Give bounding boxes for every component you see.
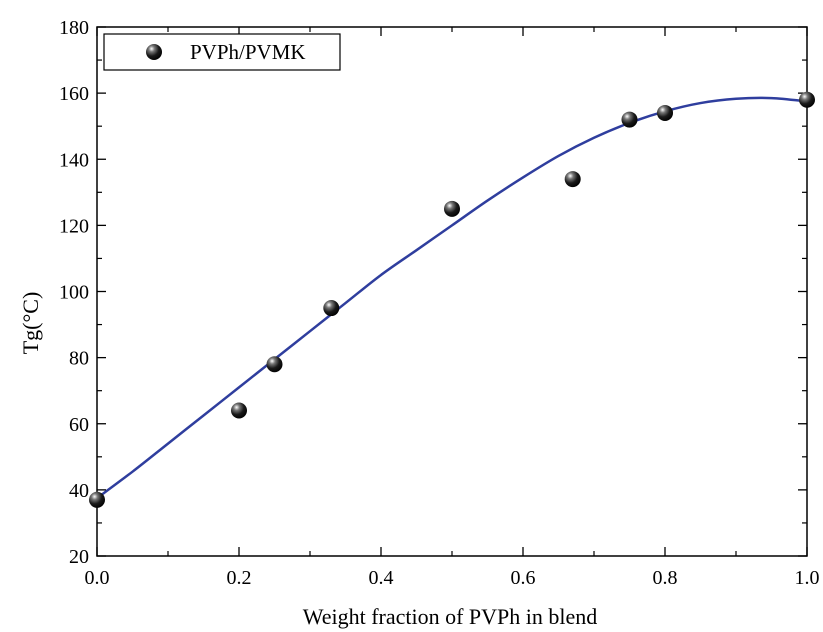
x-axis-title: Weight fraction of PVPh in blend bbox=[303, 604, 598, 629]
y-tick-label: 140 bbox=[59, 149, 89, 171]
data-point bbox=[564, 171, 581, 188]
data-point bbox=[266, 356, 283, 373]
x-tick-label: 1.0 bbox=[795, 567, 820, 589]
data-point bbox=[799, 91, 815, 108]
x-tick-label: 0.8 bbox=[653, 567, 678, 589]
x-axis-ticks bbox=[96, 27, 808, 556]
fit-curve bbox=[96, 96, 808, 500]
legend-box bbox=[103, 33, 341, 71]
y-axis-title: Tg(°C) bbox=[18, 292, 43, 355]
data-point bbox=[621, 111, 638, 128]
x-tick-label: 0.6 bbox=[511, 567, 536, 589]
y-tick-label: 80 bbox=[69, 348, 89, 370]
y-tick-label: 180 bbox=[59, 17, 89, 39]
x-tick-label: 0.4 bbox=[369, 567, 394, 589]
data-point bbox=[89, 491, 105, 508]
legend-marker bbox=[146, 44, 162, 60]
y-tick-label: 120 bbox=[59, 215, 89, 237]
data-point bbox=[231, 402, 247, 419]
data-points bbox=[89, 91, 815, 508]
x-tick-label: 0.0 bbox=[85, 567, 110, 589]
y-tick-label: 60 bbox=[69, 414, 89, 436]
y-tick-label: 20 bbox=[69, 546, 89, 568]
legend: PVPh/PVMK bbox=[103, 33, 341, 71]
data-point bbox=[657, 104, 673, 121]
y-axis-ticks bbox=[97, 26, 807, 557]
y-axis-tick-labels: 20 40 60 80 100 120 140 160 180 bbox=[59, 17, 89, 568]
x-tick-label: 0.2 bbox=[227, 567, 252, 589]
y-tick-label: 100 bbox=[59, 282, 89, 304]
y-tick-label: 40 bbox=[69, 480, 89, 502]
x-axis-tick-labels: 0.0 0.2 0.4 0.6 0.8 1.0 bbox=[85, 567, 820, 589]
legend-label: PVPh/PVMK bbox=[190, 40, 306, 64]
y-tick-label: 160 bbox=[59, 83, 89, 105]
plot-frame bbox=[96, 26, 808, 557]
data-point bbox=[444, 200, 460, 217]
data-point bbox=[323, 300, 340, 317]
